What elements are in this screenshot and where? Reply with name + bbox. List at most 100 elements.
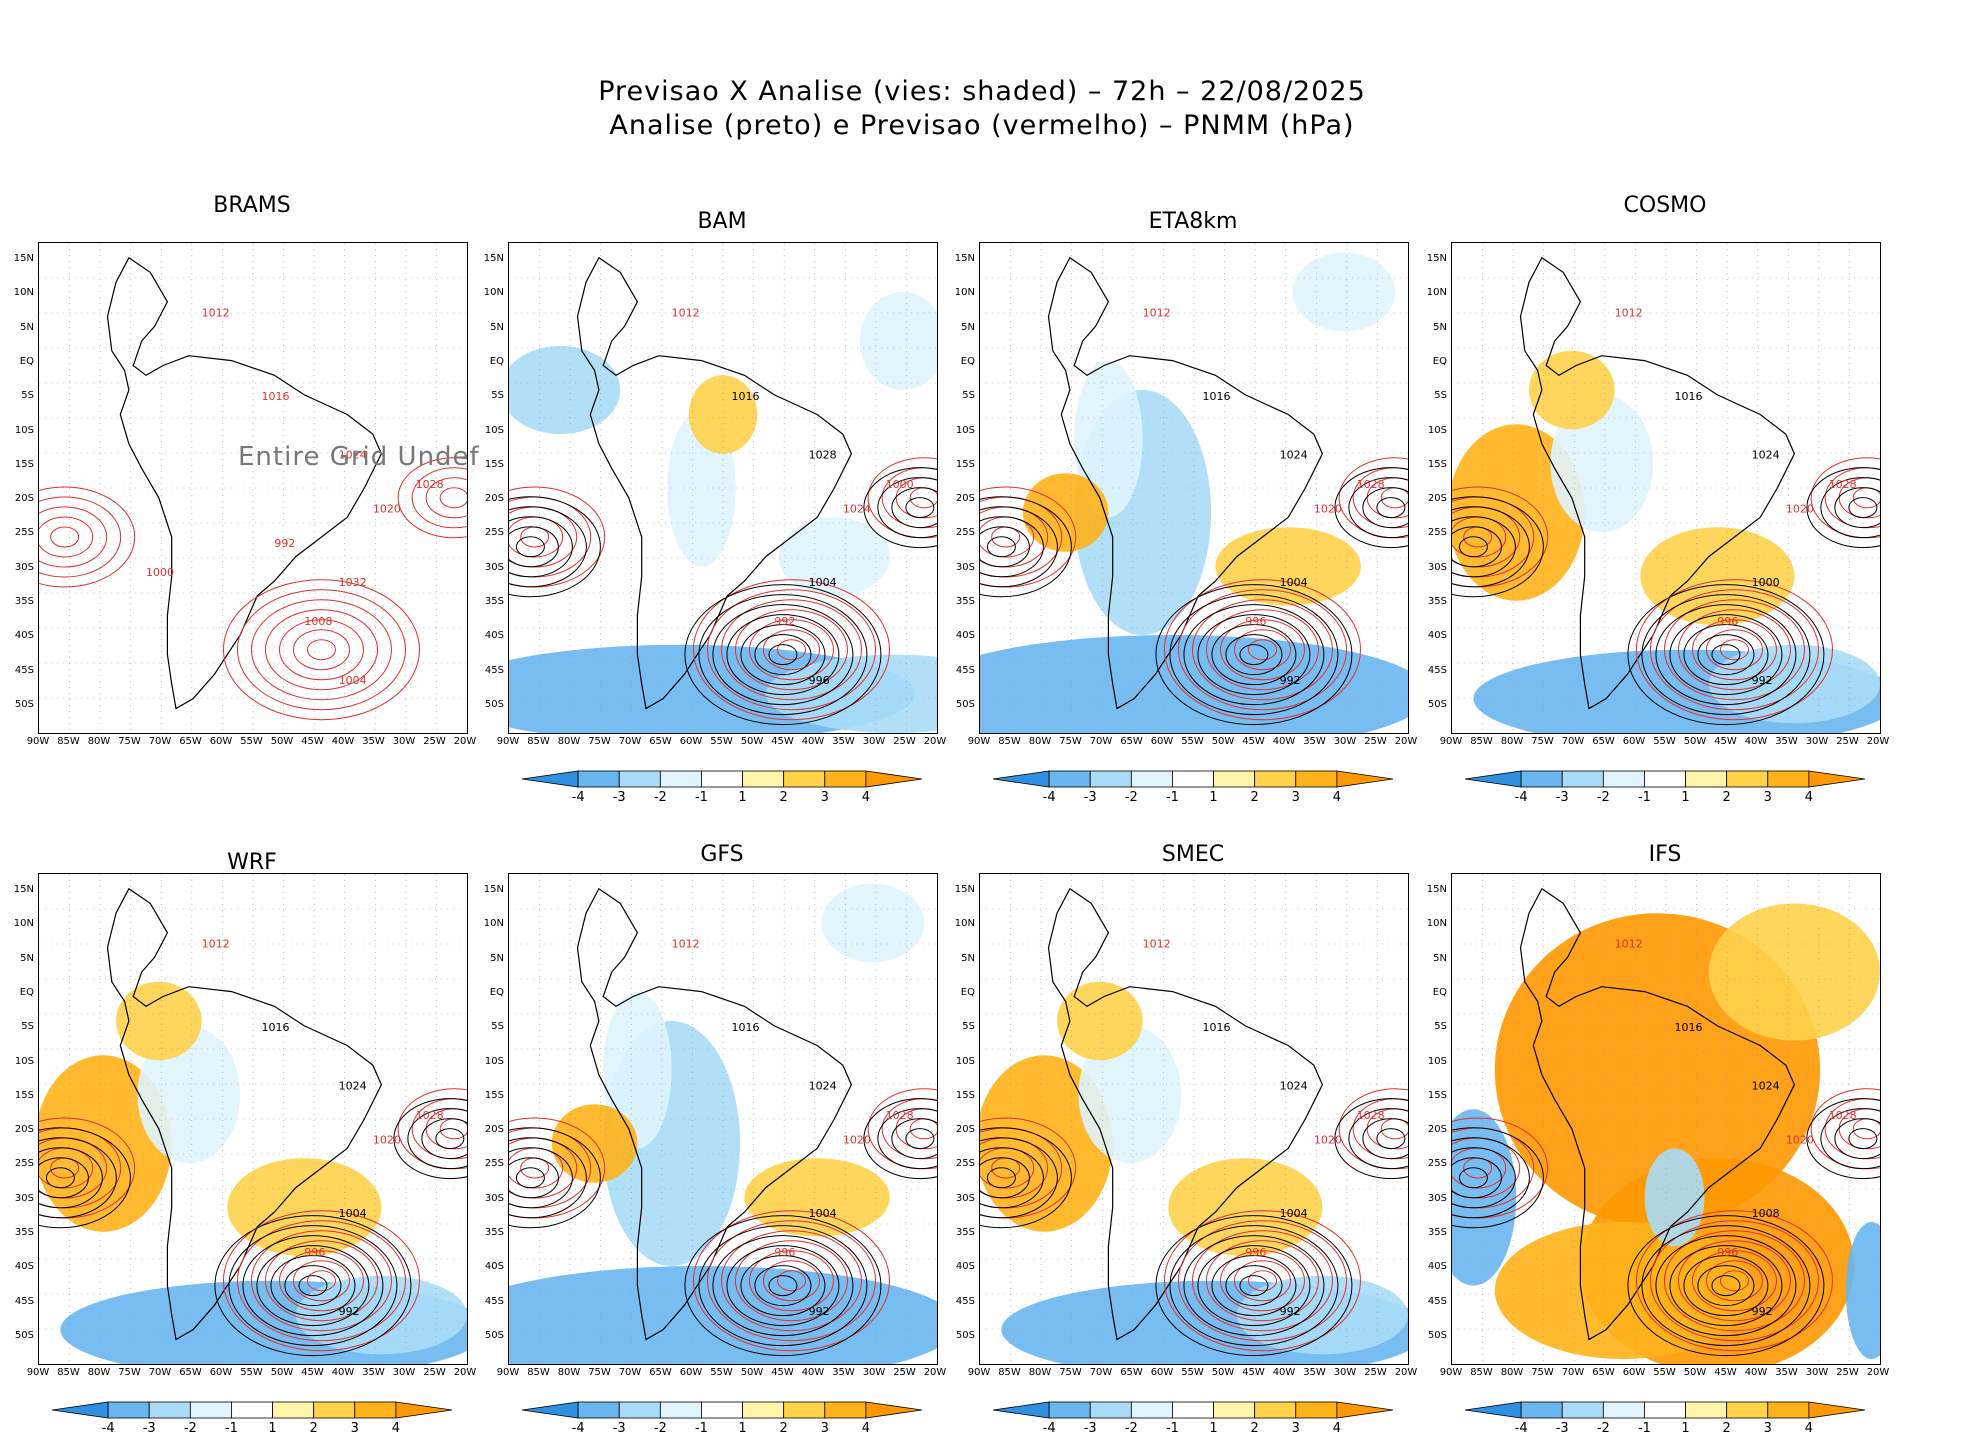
analysis-isobar (1697, 634, 1755, 676)
longitude-label: 35W (362, 736, 385, 747)
longitude-label: 65W (1592, 1367, 1615, 1378)
analysis-isobar (45, 1167, 75, 1189)
colorbar-segment (148, 1401, 191, 1419)
forecast-isobar (1691, 619, 1777, 681)
longitude-label: 85W (57, 1367, 80, 1378)
forecast-isobar (1824, 1098, 1880, 1160)
colorbar-segment (701, 1401, 743, 1419)
colorbar-label: 2 (1722, 790, 1731, 805)
longitude-label: 25W (1364, 736, 1387, 747)
latitude-label: 35S (955, 1227, 975, 1238)
latitude-label: 40S (484, 630, 504, 642)
longitude-label: 30W (862, 736, 886, 747)
latitude-label: 5N (490, 321, 504, 333)
colorbar-label: 3 (1763, 1421, 1772, 1436)
isobar-label: 1012 (672, 307, 700, 320)
forecast-isobar (411, 467, 467, 529)
forecast-isobar (748, 619, 834, 681)
analysis-isobar (980, 1147, 1044, 1209)
forecast-isobar (1233, 629, 1291, 671)
map-canvas: 1012 1016 1020 1024 1028 1004 996 992 (509, 874, 937, 1364)
forecast-isobar (39, 486, 136, 588)
forecast-isobar (1177, 1220, 1347, 1342)
latitude-label: 10S (1427, 424, 1447, 436)
analysis-isobar (1848, 1128, 1878, 1150)
latitude-label: 15S (1427, 458, 1447, 470)
analysis-isobar (740, 624, 826, 686)
bias-shading (1022, 473, 1109, 552)
analysis-isobar (1458, 1167, 1488, 1189)
longitude-label: 60W (1150, 1367, 1174, 1378)
colorbar-label: -1 (694, 1421, 708, 1436)
isobar-label: 1012 (202, 938, 230, 951)
longitude-label: 80W (557, 736, 581, 747)
longitude-label: 40W (331, 736, 355, 747)
analysis-isobar (515, 1167, 545, 1189)
longitude-label: 70W (1089, 736, 1113, 747)
forecast-isobar (748, 1250, 834, 1312)
bias-shading (778, 517, 890, 596)
analysis-isobar (1458, 536, 1488, 558)
longitude-label: 45W (1714, 1367, 1737, 1378)
isobar-label: 992 (1280, 1305, 1301, 1318)
longitude-label: 45W (301, 1367, 324, 1378)
analysis-isobar (754, 634, 812, 676)
longitude-label: 85W (527, 736, 550, 747)
colorbar-label: -3 (1083, 1421, 1097, 1436)
colorbar (1465, 770, 1865, 788)
latitude-label: EQ (489, 986, 504, 998)
bias-shading (116, 981, 202, 1061)
colorbar-segment (1465, 770, 1522, 788)
forecast-isobar (425, 477, 467, 519)
isobar-label: 992 (1280, 674, 1301, 687)
forecast-isobar (1177, 589, 1347, 711)
isobar-label: 1020 (1314, 503, 1342, 516)
analysis-isobar (1155, 584, 1353, 726)
isobar-label: 1000 (146, 566, 174, 579)
longitude-label: 45W (771, 1367, 794, 1378)
bias-shading (295, 1275, 467, 1355)
map-frame: 1012 1016 1020 1024 1028 1032 1008 1004 1000 992 (38, 242, 468, 734)
coastline (1047, 256, 1324, 710)
colorbar-label: 3 (820, 1421, 829, 1436)
isobar-label: 996 (774, 1246, 795, 1259)
analysis-isobar (1376, 1128, 1406, 1150)
colorbar-segment (1644, 1401, 1686, 1419)
latitude-label: 5N (1433, 952, 1447, 964)
analysis-isobar (242, 1235, 384, 1337)
panel-title: BAM (697, 209, 747, 234)
longitude-label: 40W (801, 1367, 825, 1378)
forecast-isobar (222, 579, 420, 721)
colorbar-label: -2 (1596, 790, 1610, 805)
longitude-label: 80W (1028, 1367, 1052, 1378)
colorbar-label: 4 (1332, 790, 1342, 805)
latitude-label: 5N (961, 952, 975, 964)
colorbar-segment (783, 770, 826, 788)
longitude-label: 80W (1028, 736, 1052, 747)
colorbar-segment (577, 770, 620, 788)
analysis-isobar (726, 1245, 840, 1327)
forecast-isobar (397, 457, 467, 539)
coastline (1047, 887, 1324, 1341)
forecast-isobar (1824, 467, 1880, 529)
isobar-label: 1024 (1752, 449, 1780, 462)
longitude-label: 45W (1242, 1367, 1265, 1378)
latitude-label: 5N (1433, 321, 1447, 333)
analysis-isobar (1683, 624, 1769, 686)
analysis-isobar (1834, 487, 1880, 529)
forecast-isobar (1219, 1250, 1305, 1312)
colorbar-label: 2 (779, 1421, 788, 1436)
analysis-isobar (1348, 477, 1408, 539)
colorbar (993, 770, 1393, 788)
analysis-isobar (1711, 1275, 1741, 1297)
longitude-label: 90W (496, 1367, 520, 1378)
bias-shading (765, 654, 937, 733)
analysis-isobar (980, 1157, 1030, 1199)
latitude-label: 5S (491, 390, 504, 402)
bias-shading (1236, 1275, 1408, 1355)
isobar-label: 1016 (1675, 1021, 1703, 1034)
analysis-isobar (509, 516, 573, 578)
latitude-label: 20S (484, 1124, 504, 1136)
latitude-label: 45S (1427, 664, 1447, 676)
analysis-isobar (1697, 1265, 1755, 1307)
